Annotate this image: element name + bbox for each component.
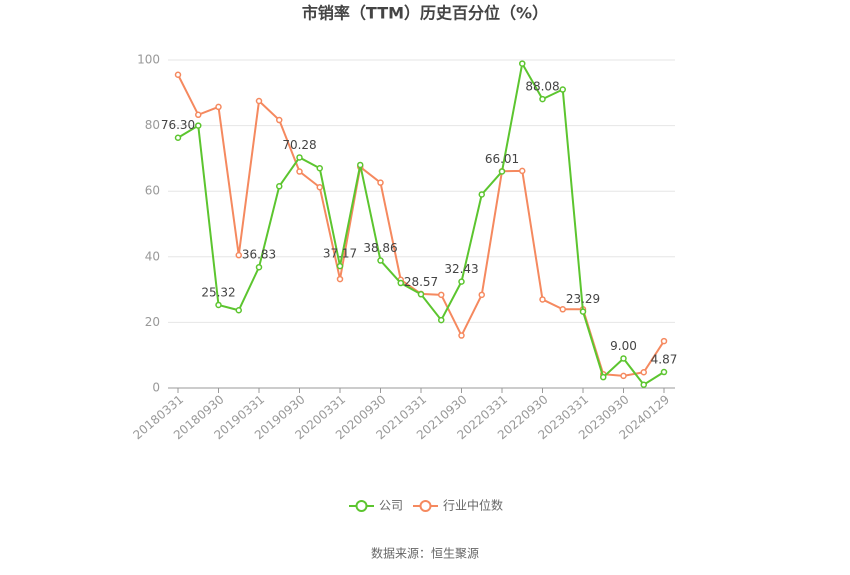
y-tick-label: 60 bbox=[145, 184, 160, 198]
data-point bbox=[235, 251, 242, 259]
data-point bbox=[316, 164, 323, 172]
data-point bbox=[620, 355, 627, 362]
value-label: 9.00 bbox=[610, 339, 637, 353]
data-point bbox=[498, 168, 506, 175]
data-point bbox=[640, 369, 647, 376]
data-point bbox=[235, 307, 242, 314]
data-point bbox=[397, 279, 404, 287]
data-point bbox=[660, 337, 668, 345]
y-tick-label: 20 bbox=[145, 315, 160, 329]
value-label: 23.29 bbox=[566, 292, 600, 306]
data-point bbox=[620, 372, 627, 380]
data-point bbox=[519, 60, 526, 67]
value-label: 70.28 bbox=[282, 138, 316, 152]
value-label: 38.86 bbox=[363, 241, 397, 255]
data-point bbox=[195, 122, 202, 129]
data-point bbox=[174, 134, 182, 141]
legend-label: 行业中位数 bbox=[443, 498, 503, 513]
data-point bbox=[215, 301, 222, 309]
data-point bbox=[296, 168, 303, 175]
value-label: 76.30 bbox=[161, 118, 195, 132]
series-line bbox=[177, 60, 665, 387]
value-label: 66.01 bbox=[485, 152, 519, 166]
data-point bbox=[174, 71, 182, 79]
data-point bbox=[478, 191, 485, 198]
data-point bbox=[458, 278, 465, 285]
data-point bbox=[600, 373, 607, 381]
chart-title: 市销率（TTM）历史百分位（%） bbox=[302, 4, 548, 23]
value-label: 88.08 bbox=[525, 80, 559, 94]
data-point bbox=[195, 111, 202, 119]
data-point bbox=[357, 161, 364, 169]
legend-label: 公司 bbox=[379, 499, 403, 513]
series-line bbox=[177, 74, 665, 377]
data-point bbox=[640, 381, 647, 388]
y-tick-label: 80 bbox=[145, 118, 160, 132]
data-point bbox=[539, 95, 546, 103]
data-point bbox=[559, 86, 566, 93]
data-point bbox=[276, 183, 283, 190]
y-tick-label: 40 bbox=[145, 249, 160, 263]
legend-marker bbox=[419, 500, 432, 512]
data-point bbox=[296, 154, 303, 161]
data-point bbox=[458, 332, 465, 339]
value-label: 36.83 bbox=[242, 248, 276, 262]
value-label: 4.87 bbox=[651, 353, 678, 367]
source: 数据来源：恒生聚源 bbox=[371, 546, 479, 561]
data-point bbox=[579, 308, 587, 315]
value-label: 37.17 bbox=[323, 247, 357, 261]
data-point bbox=[316, 184, 323, 191]
data-point bbox=[478, 291, 485, 299]
data-point bbox=[559, 306, 566, 313]
data-point bbox=[438, 291, 445, 299]
data-point bbox=[539, 296, 546, 303]
y-tick-label: 100 bbox=[137, 53, 160, 67]
legend-marker bbox=[355, 500, 368, 512]
data-point bbox=[438, 316, 445, 324]
data-point bbox=[519, 167, 526, 175]
data-point bbox=[336, 262, 344, 270]
data-point bbox=[336, 275, 344, 283]
value-label: 25.32 bbox=[201, 285, 235, 299]
data-point bbox=[417, 291, 425, 298]
data-point bbox=[255, 97, 263, 105]
data-point bbox=[276, 116, 283, 124]
data-point bbox=[215, 103, 222, 111]
data-point bbox=[377, 257, 384, 264]
data-point bbox=[255, 263, 263, 271]
value-label: 32.43 bbox=[444, 262, 478, 276]
value-label: 28.57 bbox=[404, 275, 438, 289]
data-point bbox=[377, 179, 384, 186]
data-point bbox=[660, 368, 668, 376]
y-tick-label: 0 bbox=[152, 381, 160, 395]
